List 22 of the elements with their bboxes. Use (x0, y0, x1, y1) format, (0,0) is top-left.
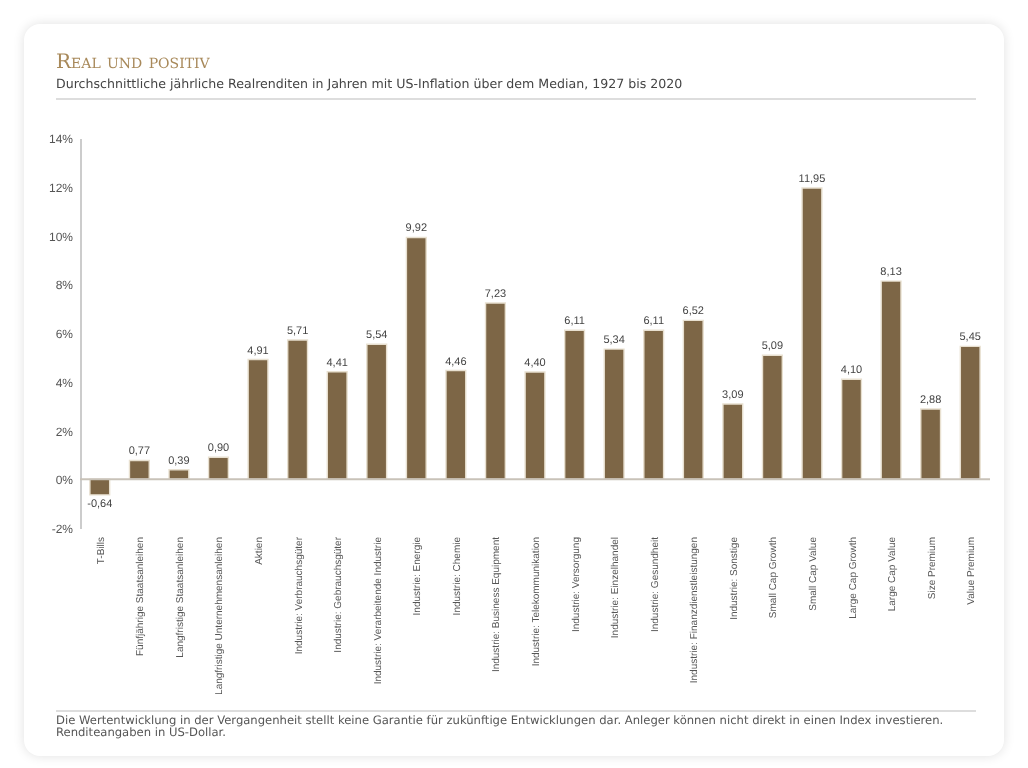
bar (366, 343, 388, 480)
bar (563, 329, 586, 480)
bar (722, 403, 744, 480)
bar (445, 369, 467, 480)
bar (603, 348, 625, 480)
bar (643, 329, 665, 480)
bar (326, 371, 348, 480)
bar (287, 339, 309, 480)
chart-title: Real und positiv (56, 52, 210, 74)
bar (840, 378, 863, 480)
bar (920, 408, 942, 480)
bar (89, 478, 111, 496)
bar (801, 187, 823, 480)
bar (880, 280, 902, 480)
bar (959, 345, 981, 480)
bar (484, 302, 507, 480)
bar (682, 319, 704, 480)
bar (247, 358, 269, 480)
bar (761, 354, 783, 480)
bar (207, 456, 230, 480)
bar (405, 236, 427, 480)
bar (524, 371, 546, 480)
